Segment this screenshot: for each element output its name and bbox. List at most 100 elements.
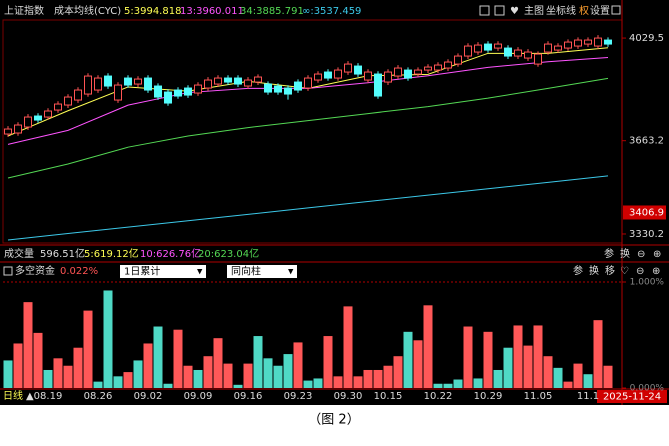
bar: [13, 343, 23, 388]
dropdown-text[interactable]: 1日累计: [124, 265, 160, 278]
candle-body: [354, 65, 362, 75]
tool[interactable]: 移: [605, 264, 615, 277]
x-tick-label: 10.22: [424, 391, 453, 402]
candle-body: [184, 87, 192, 96]
tool[interactable]: ⊕: [652, 266, 660, 277]
arrow: ▲: [26, 391, 34, 402]
candle-body: [344, 63, 352, 73]
candle-body: [594, 37, 602, 47]
bar: [233, 384, 243, 388]
candle-body: [174, 89, 182, 97]
candle-body: [54, 103, 62, 111]
cursor-date: 2025-11-24: [603, 392, 661, 403]
tool[interactable]: 参: [573, 264, 583, 277]
y-tick-label: 0.000%: [630, 384, 665, 394]
bar: [243, 363, 253, 388]
ma-label: 34:3885.791: [240, 6, 304, 17]
icon-plus[interactable]: [479, 5, 490, 16]
icon-minus[interactable]: [494, 5, 505, 16]
ma-label: 5:3994.818: [124, 6, 181, 17]
bar: [253, 336, 263, 388]
bar: [103, 290, 113, 388]
candle-body: [124, 77, 132, 86]
button[interactable]: 坐标线: [546, 4, 576, 17]
bar: [473, 378, 483, 388]
bar: [453, 379, 463, 388]
bar: [153, 326, 163, 388]
candle-body: [24, 116, 32, 128]
bar: [173, 329, 183, 388]
bar: [143, 343, 153, 388]
bar: [283, 354, 293, 388]
cursor-date-box: [597, 390, 667, 403]
tool[interactable]: ⊖: [636, 266, 644, 277]
tool[interactable]: 参: [604, 247, 614, 260]
x-tick-label: 09.09: [184, 391, 213, 402]
candle-body: [524, 51, 532, 59]
button[interactable]: 权: [579, 4, 589, 17]
candle-body: [464, 45, 472, 57]
volume-title: 成交量: [4, 247, 34, 260]
price-marker: 3406.9: [629, 207, 664, 218]
ma-label: 13:3960.011: [180, 6, 244, 17]
candle-body: [284, 87, 292, 95]
candle-body: [34, 115, 42, 121]
icon-help[interactable]: [3, 266, 13, 276]
volume-ma: 5:619.12亿: [84, 247, 139, 260]
button[interactable]: 主图: [524, 5, 544, 17]
bar: [133, 360, 143, 388]
bar: [543, 356, 553, 388]
candle-body: [314, 73, 322, 81]
bar: [373, 369, 383, 388]
candle-body: [454, 55, 462, 65]
candle-body: [574, 39, 582, 47]
candle-body: [504, 47, 512, 57]
candle-body: [494, 43, 502, 49]
tool[interactable]: ⊖: [637, 249, 645, 260]
bar: [313, 378, 323, 388]
bar: [343, 306, 353, 388]
bar: [23, 302, 33, 388]
bar: [413, 340, 423, 388]
tool[interactable]: ⊕: [653, 249, 661, 260]
bar: [263, 358, 273, 388]
bar: [323, 336, 333, 388]
dropdown[interactable]: [120, 265, 206, 278]
bar: [53, 358, 63, 388]
button[interactable]: 设置: [590, 5, 610, 17]
dropdown[interactable]: [227, 265, 297, 278]
candle-body: [384, 71, 392, 83]
bar: [93, 381, 103, 388]
candle-body: [44, 110, 52, 118]
bar: [213, 338, 223, 388]
icon-heart[interactable]: ♥: [510, 6, 519, 17]
bar: [533, 325, 543, 388]
x-tick-label: 09.30: [334, 391, 363, 402]
candle-body: [64, 96, 72, 106]
dropdown-arrow[interactable]: ▼: [288, 268, 294, 276]
tool[interactable]: 换: [620, 247, 630, 260]
ma-line: [7, 77, 609, 179]
candle-body: [134, 78, 142, 85]
volume-total: 596.51亿: [40, 247, 85, 260]
x-tick-label: 09.23: [284, 391, 313, 402]
x-tick-label: 10.29: [474, 391, 503, 402]
tool[interactable]: 换: [589, 264, 599, 277]
candle-body: [554, 45, 562, 51]
bar: [63, 365, 73, 388]
candle-body: [544, 43, 552, 53]
bar: [73, 347, 83, 388]
bar: [83, 310, 93, 388]
x-tick-label: 10.15: [374, 391, 403, 402]
icon-window[interactable]: [611, 5, 621, 15]
candle-body: [234, 77, 242, 85]
bar: [293, 342, 303, 388]
candle-body: [444, 61, 452, 69]
bar: [483, 331, 493, 388]
tool[interactable]: ♡: [620, 266, 629, 277]
dropdown-text[interactable]: 同向柱: [231, 265, 261, 278]
candle-body: [434, 64, 442, 71]
dropdown-arrow[interactable]: ▼: [197, 268, 203, 276]
bar: [433, 383, 443, 388]
